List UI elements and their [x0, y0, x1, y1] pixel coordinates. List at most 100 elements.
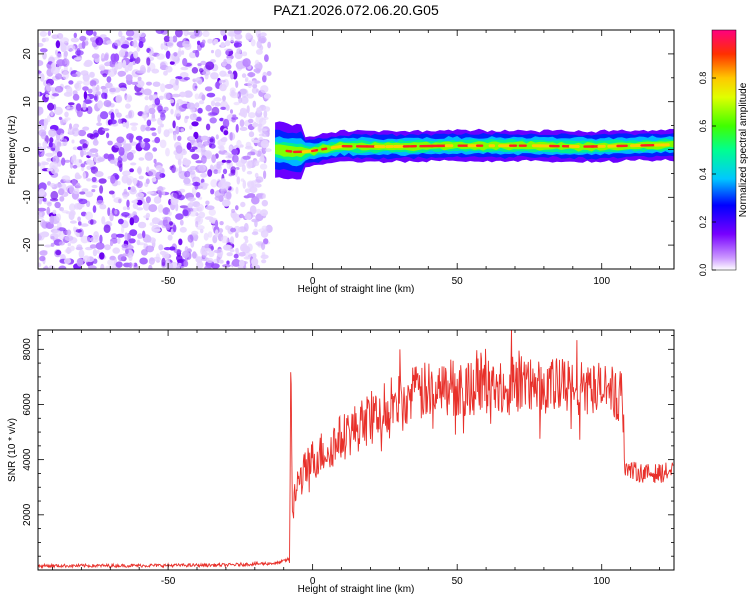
- noise-blob: [70, 37, 80, 43]
- noise-blob: [172, 35, 178, 43]
- noise-blob: [134, 92, 143, 96]
- noise-blob: [242, 180, 247, 189]
- noise-blob: [86, 133, 94, 138]
- noise-blob: [151, 217, 160, 225]
- noise-blob: [126, 199, 130, 208]
- noise-blob: [73, 32, 78, 38]
- noise-blob: [59, 196, 65, 202]
- noise-blob: [264, 148, 272, 153]
- noise-blob: [238, 259, 245, 268]
- noise-blob: [126, 206, 130, 210]
- y-tick-label: 6000: [22, 393, 33, 416]
- noise-blob: [91, 53, 100, 59]
- noise-blob: [74, 83, 80, 89]
- noise-blob: [92, 249, 98, 257]
- noise-blob: [225, 63, 232, 70]
- noise-blob: [38, 199, 42, 205]
- noise-blob: [165, 66, 173, 73]
- noise-blob: [202, 70, 211, 76]
- noise-blob: [68, 102, 75, 106]
- noise-blob: [118, 49, 126, 58]
- noise-blob: [238, 97, 243, 104]
- noise-blob: [169, 246, 176, 251]
- noise-blob: [115, 112, 122, 118]
- noise-blob: [155, 165, 163, 171]
- noise-blob: [252, 100, 257, 108]
- noise-blob: [262, 75, 267, 83]
- noise-blob: [202, 30, 210, 37]
- noise-blob: [63, 50, 68, 57]
- noise-blob: [109, 86, 117, 95]
- noise-blob: [230, 73, 234, 80]
- noise-blob: [76, 109, 83, 118]
- y-tick-label: 2000: [22, 503, 33, 526]
- noise-blob: [75, 50, 84, 56]
- noise-blob: [63, 258, 72, 264]
- y-tick-label: 8000: [22, 338, 33, 361]
- noise-blob: [221, 159, 227, 163]
- noise-blob: [58, 241, 65, 246]
- noise-blob: [92, 258, 98, 264]
- noise-blob: [131, 125, 138, 132]
- noise-blob: [51, 62, 57, 69]
- x-tick-label: 50: [452, 276, 464, 287]
- signal-core: [330, 144, 345, 150]
- noise-blob: [83, 61, 92, 67]
- noise-blob: [173, 249, 182, 254]
- noise-blob: [159, 139, 167, 149]
- noise-blob: [111, 233, 118, 240]
- noise-blob: [83, 99, 92, 105]
- noise-blob: [125, 103, 131, 109]
- noise-blob: [64, 235, 74, 242]
- noise-blob: [106, 132, 110, 139]
- noise-blob: [158, 109, 167, 114]
- noise-blob: [38, 207, 47, 212]
- noise-blob: [207, 231, 213, 238]
- noise-blob: [218, 80, 222, 84]
- noise-blob: [115, 261, 123, 268]
- noise-blob: [204, 247, 212, 252]
- noise-blob: [160, 83, 166, 93]
- noise-blob: [259, 32, 267, 37]
- noise-blob: [44, 244, 52, 248]
- noise-blob: [122, 253, 128, 257]
- noise-blob: [140, 124, 146, 132]
- noise-blob: [191, 121, 199, 127]
- noise-blob: [244, 188, 251, 193]
- noise-blob: [220, 30, 227, 36]
- noise-blob: [83, 71, 88, 77]
- noise-blob: [74, 204, 84, 209]
- noise-blob: [169, 36, 174, 42]
- noise-blob: [178, 262, 182, 267]
- noise-blob: [82, 86, 89, 91]
- noise-blob: [263, 93, 272, 99]
- noise-blob: [230, 92, 240, 99]
- noise-blob: [104, 244, 111, 251]
- noise-blob: [179, 219, 184, 226]
- noise-blob: [114, 39, 121, 47]
- noise-blob: [229, 145, 233, 152]
- noise-blob: [202, 251, 209, 256]
- signal-core: [285, 149, 293, 153]
- noise-blob: [46, 168, 54, 172]
- noise-blob: [144, 151, 154, 161]
- noise-blob: [188, 210, 198, 217]
- noise-blob: [69, 210, 76, 217]
- noise-blob: [43, 122, 47, 131]
- noise-blob: [216, 164, 221, 169]
- noise-blob: [87, 88, 93, 94]
- noise-blob: [229, 249, 235, 253]
- noise-blob: [91, 184, 98, 189]
- noise-blob: [104, 53, 109, 61]
- noise-blob: [215, 134, 219, 140]
- noise-blob: [121, 212, 130, 217]
- noise-blob: [96, 122, 102, 126]
- noise-blob: [66, 86, 73, 95]
- noise-blob: [192, 251, 197, 259]
- y-tick-label: 10: [22, 96, 33, 108]
- noise-blob: [214, 229, 219, 238]
- noise-blob: [234, 168, 238, 178]
- noise-blob: [260, 139, 269, 149]
- noise-blob: [229, 236, 235, 245]
- noise-blob: [200, 60, 207, 66]
